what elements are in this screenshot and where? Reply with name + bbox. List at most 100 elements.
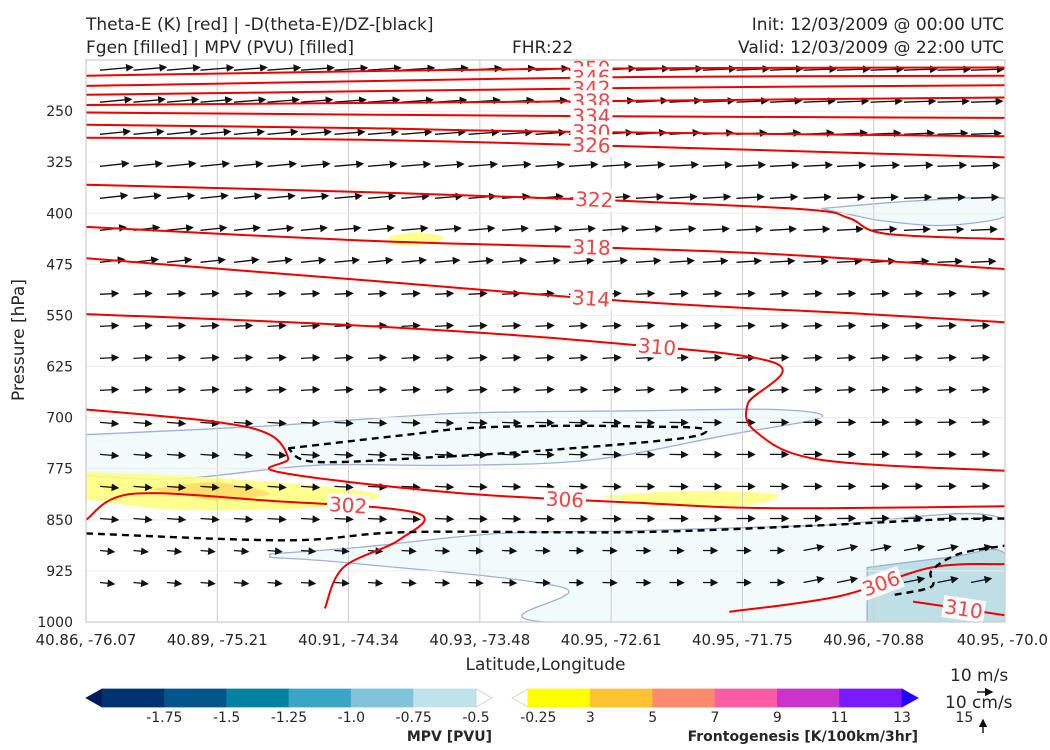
wind-vector [166,385,187,394]
x-tick-label: 40.86, -76.07 [36,631,137,649]
wind-vector [468,482,488,491]
wind-vector [300,353,321,362]
wind-vector [468,546,484,555]
wind-vector [401,353,421,362]
wind-vector [233,64,268,72]
wind-vector [133,128,165,136]
y-tick-label: 850 [46,513,73,529]
wind-vector [401,547,417,555]
mpv-colorbar-swatch [413,688,477,708]
wind-vector [133,547,149,556]
wind-vector [803,575,825,584]
wind-vector [300,224,328,233]
wind-vector [736,257,762,266]
wind-vector [568,257,595,265]
fgen-colorbar-label: Frontogenesis [K/100km/3hr] [688,729,918,745]
wind-vector [903,161,934,170]
wind-vector [166,321,187,330]
wind-vector [200,547,216,556]
wind-vector [233,385,254,394]
wind-vector [434,578,451,587]
wind-vector [769,385,790,394]
wind-vector [903,385,924,394]
wind-vector [702,321,723,330]
wind-vector [903,129,935,138]
contour-label-bg [635,334,679,360]
y-axis-label: Pressure [hPa] [9,279,29,401]
mpv-colorbar-swatch [288,688,352,708]
wind-vector [233,451,254,460]
wind-vector [300,256,327,265]
wind-vector [535,353,555,362]
wind-vector [133,96,166,104]
wind-vector [836,161,867,170]
wind-vector [870,543,892,552]
wind-vector [1004,421,1005,424]
wind-vector [267,385,287,394]
wind-vector [99,483,120,492]
wind-vector [937,257,963,266]
x-tick-label: 40.96, -70.88 [823,631,924,649]
wind-vector [468,578,484,587]
wind-vector [870,353,890,362]
wind-vector [568,321,589,330]
wind-vector [535,418,555,427]
wind-vector [468,385,488,394]
wind-vector [970,575,993,584]
wind-vector [367,515,388,523]
wind-vector [300,64,335,73]
wind-vector [937,193,966,202]
y-tick-label: 700 [46,411,73,427]
theta-e-contour [86,183,1005,241]
wind-vector [367,385,388,394]
contours-layer: 3503463423383343303263223183143103063023… [86,60,1005,622]
wind-vector [267,256,293,265]
x-tick-label: 40.95, -70.0 [957,631,1048,649]
wind-vector [334,483,354,491]
wind-vector [769,353,790,362]
wind-vector [836,65,871,74]
wind-vector [401,289,421,298]
wind-vector [937,321,957,330]
wind-vector [267,64,302,73]
wind-vector [568,160,599,169]
fgen-colorbar-swatch [901,688,919,708]
fgen-colorbar-swatch [589,688,654,708]
wind-vector [200,385,220,394]
wind-vector [870,321,890,330]
wind-vector [166,128,198,136]
axes-layer: 250 325 400 475 550 625 700 775 850 925 100040.86,… [9,59,1048,675]
stability-contour [287,424,708,464]
wind-vector [233,579,250,588]
wind-vector [233,483,254,492]
wind-vector [501,353,522,362]
wind-vector [166,64,201,72]
wind-vector [434,418,455,427]
x-axis-label: Latitude,Longitude [466,655,626,675]
mpv-colorbar-tick: -1.25 [271,710,307,726]
wind-vector [1004,197,1005,199]
wind-vector [267,224,295,233]
wind-vector [769,65,804,73]
fgen-colorbar-swatch [776,688,841,708]
wind-vector [334,256,360,265]
wind-vector [434,483,455,491]
wind-vector [200,64,235,72]
wind-vector [803,257,829,266]
wind-vector [803,385,823,394]
y-tick-label: 625 [46,360,73,376]
wind-vector [434,192,464,201]
wind-vector [736,225,764,233]
wind-vector [970,97,1004,106]
wind-vector [870,193,899,202]
wind-vector [836,257,863,266]
wind-vector [903,193,933,202]
wind-vector [468,289,488,298]
theta-e-contour-label: 306 [545,487,584,513]
wind-vector [568,353,589,362]
mpv-colorbar-tick: -1.5 [213,710,240,726]
wind-vector [602,353,622,362]
wind-vector [99,63,134,72]
y-tick-label: 475 [46,257,73,273]
wind-vector [602,160,633,169]
